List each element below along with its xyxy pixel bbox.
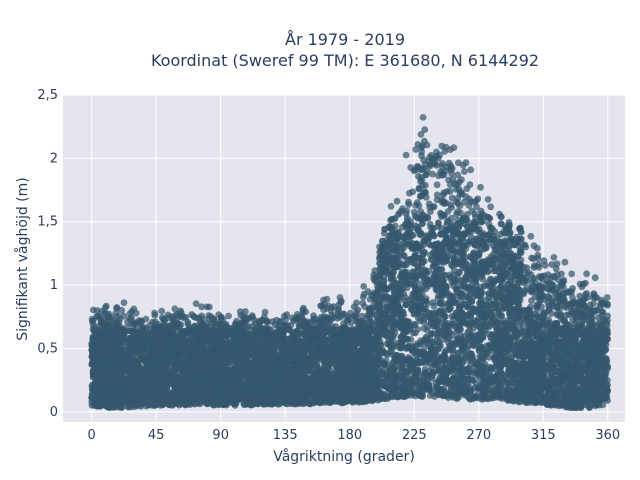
scatter-point [433,191,441,199]
scatter-point [553,310,561,318]
chart-title-line1: År 1979 - 2019 [285,30,405,49]
scatter-point [433,181,441,189]
scatter-point [548,261,556,268]
scatter-point [243,317,251,324]
scatter-point [403,207,411,215]
scatter-point [151,311,159,319]
scatter-point [550,254,558,261]
scatter-point [604,300,611,308]
chart-title-line2: Koordinat (Sweref 99 TM): E 361680, N 61… [151,51,539,70]
scatter-point [540,257,548,265]
scatter-point [410,167,418,175]
scatter-point [484,196,492,203]
scatter-point [568,270,576,278]
scatter-point [583,294,591,302]
scatter-point [192,300,200,307]
scatter-point [441,148,449,155]
scatter-point [561,258,569,266]
scatter-point [206,303,213,311]
scatter-point [446,146,454,154]
scatter-point [460,198,468,206]
scatter-point [525,269,532,277]
scatter-point [264,318,271,326]
scatter-point [193,314,201,322]
scatter-point [283,311,291,318]
scatter-point [429,170,436,178]
scatter-point [515,324,523,331]
scatter-point [359,299,367,307]
scatter-point [158,307,166,315]
scatter-point [415,185,423,193]
scatter-point [604,312,611,320]
scatter-point [387,202,395,210]
scatter-points [88,114,612,412]
scatter-point [527,312,535,320]
scatter-point [563,311,570,319]
scatter-point [165,314,173,322]
scatter-point [548,285,556,293]
scatter-point [320,296,327,304]
scatter-point [552,265,560,273]
scatter-point [558,270,565,278]
scatter-point [421,126,429,133]
scatter-point [448,194,456,202]
scatter-point [171,305,179,313]
scatter-point [98,307,105,315]
scatter-point [477,183,484,191]
scatter-point [371,267,379,275]
scatter-point [127,320,135,328]
scatter-point [433,287,441,294]
scatter-point [454,208,461,216]
scatter-point [553,260,561,268]
scatter-point [487,203,495,211]
scatter-point [120,299,128,306]
scatter-point [528,254,535,262]
scatter-point [347,319,355,327]
scatter-point [405,201,413,208]
scatter-point [225,312,233,320]
scatter-point [360,283,368,290]
scatter-point [603,294,611,301]
scatter-point [417,174,425,181]
scatter-point [528,297,535,304]
scatter-point [467,198,475,206]
scatter-point [113,304,120,312]
scatter-point [590,300,597,307]
scatter-point [450,266,458,274]
scatter-point [446,188,454,195]
scatter-point [411,320,418,328]
scatter-point [559,317,567,324]
scatter-point [553,304,561,312]
scatter-point [416,280,423,288]
scatter-point [423,141,431,149]
scatter-point [312,319,320,327]
scatter-point [412,329,419,337]
scatter-point [368,291,375,299]
scatter-point [569,293,576,301]
scatter-point [454,171,462,179]
scatter-point [438,198,446,206]
scatter-point [419,114,427,121]
scatter-point [519,241,527,249]
scatter-point [467,166,474,174]
scatter-point [412,146,420,153]
scatter-point [402,151,410,159]
scatter-point [598,312,606,319]
scatter-point [393,197,401,205]
